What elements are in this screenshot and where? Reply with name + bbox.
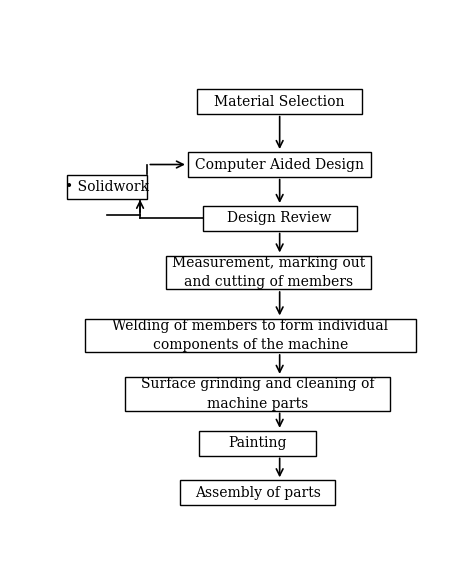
Text: Assembly of parts: Assembly of parts [195,486,320,500]
Text: Surface grinding and cleaning of
machine parts: Surface grinding and cleaning of machine… [141,377,374,411]
Text: Welding of members to form individual
components of the machine: Welding of members to form individual co… [112,319,388,352]
FancyBboxPatch shape [202,206,357,231]
FancyBboxPatch shape [66,175,147,199]
Text: Painting: Painting [228,436,287,450]
FancyBboxPatch shape [166,256,372,289]
Text: Material Selection: Material Selection [214,95,345,109]
Text: Computer Aided Design: Computer Aided Design [195,158,364,172]
Text: • Solidwork: • Solidwork [65,180,149,194]
FancyBboxPatch shape [125,377,390,411]
FancyBboxPatch shape [199,431,316,456]
FancyBboxPatch shape [181,481,335,505]
Text: Design Review: Design Review [228,211,332,225]
Text: Measurement, marking out
and cutting of members: Measurement, marking out and cutting of … [172,256,365,289]
FancyBboxPatch shape [85,318,416,352]
FancyBboxPatch shape [197,89,362,114]
FancyBboxPatch shape [188,152,372,177]
